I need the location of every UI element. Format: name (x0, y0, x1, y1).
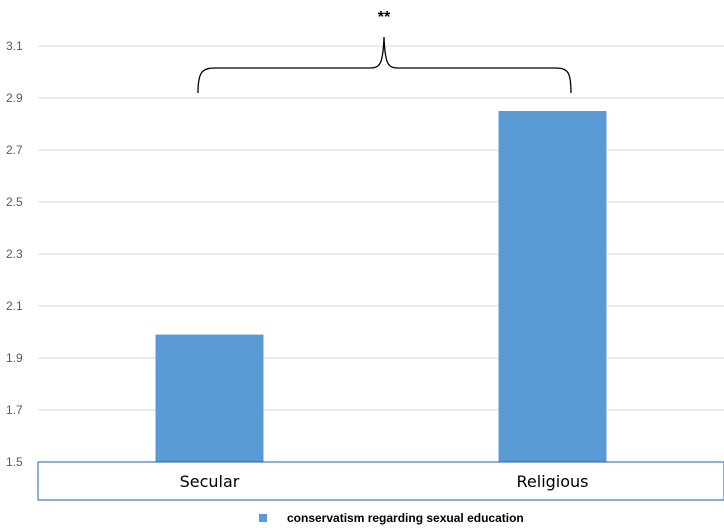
y-tick-label: 2.1 (6, 299, 23, 313)
significance-label: ** (378, 9, 391, 26)
gridlines (38, 45, 724, 411)
y-tick-label: 3.1 (6, 39, 23, 53)
significance-bracket (197, 36, 572, 94)
bar-religious (498, 111, 607, 462)
category-labels: Secular Religious (180, 472, 589, 491)
y-tick-label: 2.7 (6, 143, 23, 157)
y-tick-label: 2.9 (6, 91, 23, 105)
category-label: Secular (180, 472, 240, 491)
bar-secular (155, 334, 264, 462)
legend-swatch (259, 514, 267, 522)
category-label: Religious (517, 472, 589, 491)
bars (155, 111, 607, 462)
y-tick-label: 1.7 (6, 403, 23, 417)
legend-label: conservatism regarding sexual education (287, 511, 524, 525)
y-tick-label: 1.9 (6, 351, 23, 365)
y-axis-ticks: 1.5 1.7 1.9 2.1 2.3 2.5 2.7 2.9 3.1 (6, 39, 23, 469)
y-tick-label: 2.3 (6, 247, 23, 261)
y-tick-label: 2.5 (6, 195, 23, 209)
category-axis-box (37, 461, 724, 501)
y-tick-label: 1.5 (6, 455, 23, 469)
